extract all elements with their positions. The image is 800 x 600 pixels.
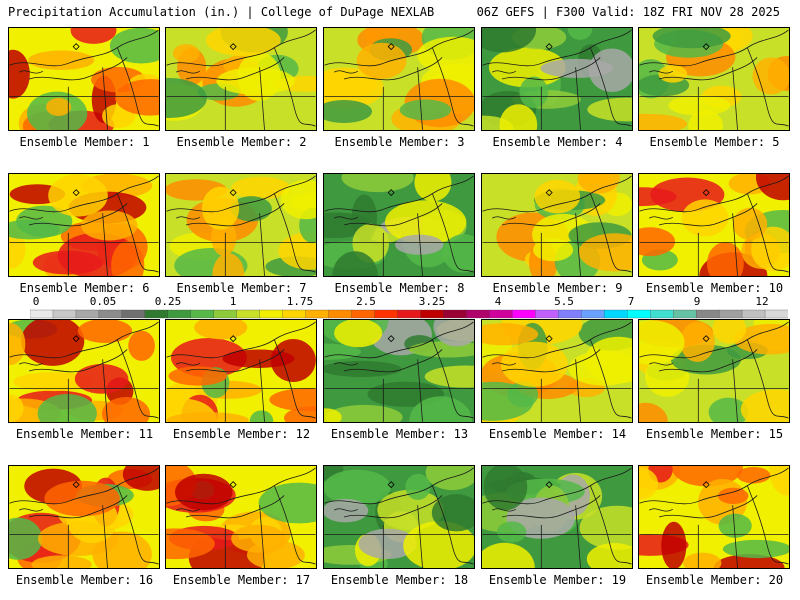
colorbar-swatch — [764, 309, 788, 319]
ensemble-member-map — [323, 173, 475, 277]
run-valid-time: 06Z GEFS | F300 Valid: 18Z FRI NOV 28 20… — [476, 5, 780, 19]
colorbar-swatch — [741, 309, 766, 319]
colorbar-swatch — [75, 309, 100, 319]
ensemble-member-map — [8, 173, 160, 277]
colorbar-tick: 1.75 — [286, 295, 314, 308]
colorbar-tick: 1 — [229, 295, 237, 308]
colorbar-swatch — [397, 309, 422, 319]
ensemble-member-label: Ensemble Member: 4 — [492, 135, 623, 149]
colorbar-swatch — [420, 309, 445, 319]
ensemble-member-map — [638, 173, 790, 277]
colorbar-swatch — [351, 309, 376, 319]
colorbar-swatch — [305, 309, 330, 319]
colorbar-swatch — [236, 309, 261, 319]
colorbar-swatch — [121, 309, 146, 319]
ensemble-member-map — [481, 465, 633, 569]
ensemble-member-map — [323, 27, 475, 131]
ensemble-member-label: Ensemble Member: 10 — [645, 281, 784, 295]
ensemble-member-map — [638, 465, 790, 569]
colorbar-swatch — [673, 309, 697, 319]
colorbar-swatch — [167, 309, 192, 319]
ensemble-member-label: Ensemble Member: 5 — [649, 135, 780, 149]
colorbar-swatch — [650, 309, 674, 319]
colorbar-swatch — [512, 309, 536, 319]
ensemble-member-map — [481, 319, 633, 423]
ensemble-member-label: Ensemble Member: 6 — [19, 281, 150, 295]
ensemble-member-label: Ensemble Member: 16 — [15, 573, 154, 587]
colorbar-swatch — [489, 309, 514, 319]
colorbar-swatch — [213, 309, 238, 319]
colorbar-swatch — [282, 309, 307, 319]
colorbar-swatch — [535, 309, 559, 319]
chart-title: Precipitation Accumulation (in.) | Colle… — [8, 5, 435, 19]
ensemble-member-label: Ensemble Member: 11 — [15, 427, 154, 441]
colorbar-swatch — [466, 309, 491, 319]
colorbar-swatch — [604, 309, 628, 319]
ensemble-member-map — [323, 319, 475, 423]
colorbar-swatch — [52, 309, 77, 319]
colorbar-swatch — [30, 309, 54, 319]
ensemble-member-label: Ensemble Member: 2 — [176, 135, 307, 149]
colorbar-swatch — [558, 309, 582, 319]
ensemble-member-label: Ensemble Member: 3 — [334, 135, 465, 149]
ensemble-member-map — [638, 319, 790, 423]
colorbar-tick: 9 — [693, 295, 701, 308]
ensemble-member-map — [165, 319, 317, 423]
colorbar-swatch — [374, 309, 399, 319]
ensemble-member-map — [165, 465, 317, 569]
colorbar-tick: 0.25 — [154, 295, 182, 308]
colorbar-swatch — [328, 309, 353, 319]
colorbar-tick: 2.5 — [356, 295, 376, 308]
colorbar-tick: 5.5 — [554, 295, 574, 308]
colorbar-tick: 0 — [32, 295, 40, 308]
colorbar-tick: 3.25 — [418, 295, 446, 308]
colorbar-swatch — [190, 309, 215, 319]
ensemble-member-label: Ensemble Member: 8 — [334, 281, 465, 295]
ensemble-member-map — [481, 173, 633, 277]
ensemble-member-label: Ensemble Member: 19 — [488, 573, 627, 587]
ensemble-member-label: Ensemble Member: 7 — [176, 281, 307, 295]
colorbar-swatch — [443, 309, 468, 319]
ensemble-member-map — [8, 465, 160, 569]
colorbar-swatch — [98, 309, 123, 319]
ensemble-member-label: Ensemble Member: 15 — [645, 427, 784, 441]
colorbar-swatch — [581, 309, 605, 319]
ensemble-member-label: Ensemble Member: 18 — [330, 573, 469, 587]
ensemble-member-map — [481, 27, 633, 131]
colorbar-tick: 0.05 — [89, 295, 117, 308]
colorbar-tick: 7 — [627, 295, 635, 308]
colorbar-swatch — [627, 309, 651, 319]
colorbar-swatch — [695, 309, 720, 319]
ensemble-member-label: Ensemble Member: 14 — [488, 427, 627, 441]
colorbar-tick: 4 — [494, 295, 502, 308]
ensemble-member-map — [8, 319, 160, 423]
colorbar-swatch — [259, 309, 284, 319]
ensemble-member-label: Ensemble Member: 12 — [172, 427, 311, 441]
colorbar-swatch — [718, 309, 743, 319]
ensemble-member-map — [323, 465, 475, 569]
colorbar-tick: 12 — [755, 295, 769, 308]
ensemble-member-map — [165, 27, 317, 131]
ensemble-member-label: Ensemble Member: 1 — [19, 135, 150, 149]
ensemble-member-label: Ensemble Member: 20 — [645, 573, 784, 587]
ensemble-member-map — [8, 27, 160, 131]
ensemble-member-label: Ensemble Member: 13 — [330, 427, 469, 441]
colorbar — [30, 309, 788, 319]
ensemble-member-map — [638, 27, 790, 131]
ensemble-member-map — [165, 173, 317, 277]
ensemble-member-label: Ensemble Member: 17 — [172, 573, 311, 587]
ensemble-member-label: Ensemble Member: 9 — [492, 281, 623, 295]
colorbar-swatch — [144, 309, 169, 319]
